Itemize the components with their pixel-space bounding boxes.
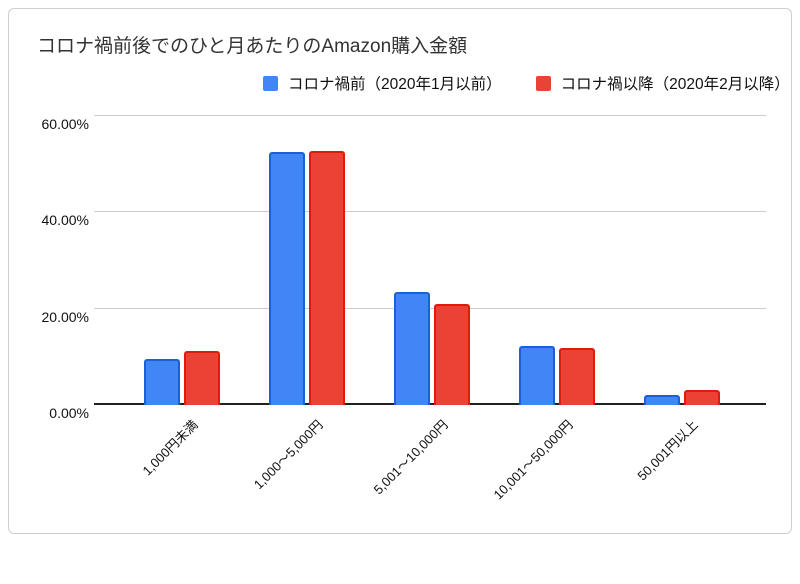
gridline: [94, 115, 766, 116]
bar[interactable]: [308, 150, 345, 405]
y-axis-label: 40.00%: [41, 212, 89, 229]
bar-group: [119, 116, 244, 405]
legend-swatch-blue: [263, 75, 278, 91]
bar-group: [369, 116, 494, 405]
bar-group: [494, 116, 619, 405]
chart-title: コロナ禍前後でのひと月あたりのAmazon購入金額: [37, 36, 468, 57]
bar[interactable]: [393, 291, 430, 405]
plot-gridlines: [94, 115, 766, 405]
legend-label: コロナ禍前（2020年1月以前）: [288, 76, 502, 93]
legend-item-pre-covid[interactable]: コロナ禍前（2020年1月以前）: [263, 72, 502, 94]
bar[interactable]: [143, 358, 180, 405]
bar[interactable]: [183, 351, 220, 405]
bar[interactable]: [518, 345, 555, 405]
bar[interactable]: [558, 347, 595, 405]
legend-swatch-red: [535, 75, 551, 91]
plot-area: [119, 116, 744, 405]
bar[interactable]: [433, 303, 470, 405]
bar-group: [619, 116, 744, 405]
bar[interactable]: [643, 395, 680, 405]
bar[interactable]: [683, 390, 720, 405]
gridline: [94, 307, 766, 309]
bar[interactable]: [268, 152, 305, 405]
gridline: [94, 211, 766, 213]
y-axis-label: 60.00%: [41, 116, 89, 132]
bar-group: [244, 116, 369, 405]
y-axis-label: 0.00%: [49, 405, 89, 421]
legend-item-post-covid[interactable]: コロナ禍以降（2020年2月以降）: [535, 72, 790, 94]
y-axis-label: 20.00%: [41, 308, 89, 325]
legend-label: コロナ禍以降（2020年2月以降）: [560, 76, 790, 93]
x-axis-line: [94, 403, 766, 405]
legend: コロナ禍前（2020年1月以前） コロナ禍以降（2020年2月以降）: [263, 72, 790, 94]
chart-card[interactable]: コロナ禍前後でのひと月あたりのAmazon購入金額 コロナ禍前（2020年1月以…: [8, 8, 792, 534]
